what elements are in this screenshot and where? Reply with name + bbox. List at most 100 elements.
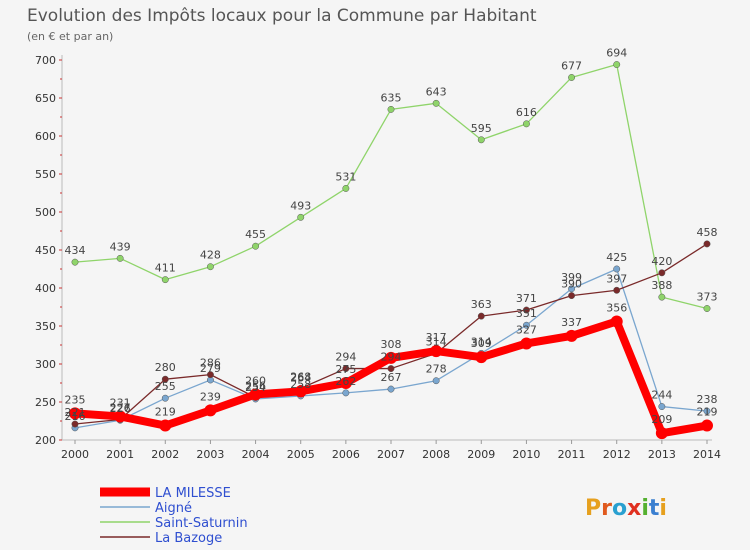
series-lines	[69, 61, 713, 440]
y-tick-label: 250	[35, 396, 56, 409]
data-point	[522, 306, 530, 314]
data-label: 635	[381, 91, 402, 104]
chart-title: Evolution des Impôts locaux pour la Comm…	[27, 6, 537, 26]
data-point	[252, 242, 260, 250]
data-label: 308	[381, 338, 402, 351]
data-label: 371	[516, 292, 537, 305]
data-label: 278	[426, 363, 447, 376]
data-point	[477, 136, 485, 144]
legend-label: Saint-Saturnin	[155, 516, 248, 531]
x-tick-label: 2006	[332, 448, 360, 461]
y-tick-label: 200	[35, 434, 56, 447]
data-point	[69, 407, 81, 420]
data-label: 425	[606, 251, 627, 264]
data-label: 434	[65, 244, 86, 257]
data-point	[522, 120, 530, 128]
data-label: 209	[651, 413, 672, 426]
data-point	[703, 240, 711, 248]
data-point	[161, 394, 169, 402]
data-point	[387, 365, 395, 373]
data-label: 227	[110, 401, 131, 414]
data-point	[387, 385, 395, 393]
data-label: 238	[697, 393, 718, 406]
data-label: 231	[110, 396, 131, 409]
data-label: 390	[561, 278, 582, 291]
data-point	[703, 305, 711, 312]
data-label: 275	[335, 363, 356, 376]
data-label: 399	[561, 271, 582, 284]
data-point	[161, 276, 169, 284]
data-label: 420	[651, 255, 672, 268]
data-point	[568, 74, 576, 81]
data-label: 388	[651, 279, 672, 292]
data-label: 531	[335, 170, 356, 183]
data-point	[610, 315, 623, 328]
data-point	[475, 351, 488, 364]
data-label: 294	[335, 351, 356, 364]
data-point	[206, 263, 214, 271]
data-label: 327	[516, 323, 537, 336]
data-point	[204, 404, 217, 417]
proxiti-logo: Proxiti	[585, 496, 667, 521]
x-tick-label: 2013	[648, 448, 676, 461]
data-label: 493	[290, 199, 311, 212]
x-tick-label: 2003	[196, 448, 224, 461]
data-point	[294, 385, 307, 398]
x-tick-label: 2010	[512, 448, 540, 461]
data-label: 267	[381, 371, 402, 384]
data-point	[477, 312, 485, 320]
data-label: 268	[290, 370, 311, 383]
x-tick-label: 2001	[106, 448, 134, 461]
data-label: 216	[65, 410, 86, 423]
data-point	[114, 410, 127, 423]
x-tick-label: 2004	[242, 448, 270, 461]
data-point	[116, 254, 124, 262]
data-point	[432, 99, 440, 107]
data-point	[432, 377, 440, 385]
data-point	[342, 184, 350, 192]
data-label: 226	[110, 402, 131, 415]
data-point	[565, 329, 578, 342]
data-point	[703, 407, 711, 415]
data-point	[385, 351, 397, 364]
data-label: 244	[651, 389, 672, 402]
x-tick-label: 2007	[377, 448, 405, 461]
y-tick-label: 650	[35, 92, 56, 105]
data-label: 256	[245, 379, 266, 392]
data-label: 280	[155, 361, 176, 374]
data-point	[249, 388, 262, 401]
data-point	[613, 265, 621, 273]
data-label: 694	[606, 47, 627, 60]
data-label: 314	[471, 335, 492, 348]
data-label: 455	[245, 228, 266, 241]
data-label: 411	[155, 262, 176, 275]
data-label: 219	[155, 406, 176, 419]
data-label: 264	[290, 371, 311, 384]
data-point	[339, 377, 352, 389]
point-labels: 235 231 219 239 260 264 275 308 317 309 327 337 356 2…	[65, 47, 718, 427]
data-label: 279	[200, 362, 221, 375]
data-point	[297, 213, 305, 221]
data-point	[71, 258, 79, 266]
data-label: 258	[290, 378, 311, 391]
data-label: 428	[200, 249, 221, 262]
axes: 200 250 300 350 400 450 500 550 600 650 700 2000 200…	[35, 54, 721, 461]
data-label: 677	[561, 59, 582, 72]
data-label: 235	[65, 393, 86, 406]
data-point	[430, 345, 443, 358]
data-label: 239	[200, 390, 221, 403]
data-label: 286	[200, 357, 221, 370]
data-label: 643	[426, 85, 447, 98]
data-label: 317	[426, 331, 447, 344]
data-label: 255	[155, 380, 176, 393]
data-label: 219	[697, 406, 718, 419]
y-tick-label: 700	[35, 54, 56, 67]
y-tick-label: 350	[35, 320, 56, 333]
y-tick-label: 550	[35, 168, 56, 181]
data-point	[520, 337, 533, 350]
data-point	[658, 269, 666, 277]
data-label: 337	[561, 316, 582, 329]
data-label: 373	[697, 291, 718, 304]
data-point	[658, 293, 666, 301]
